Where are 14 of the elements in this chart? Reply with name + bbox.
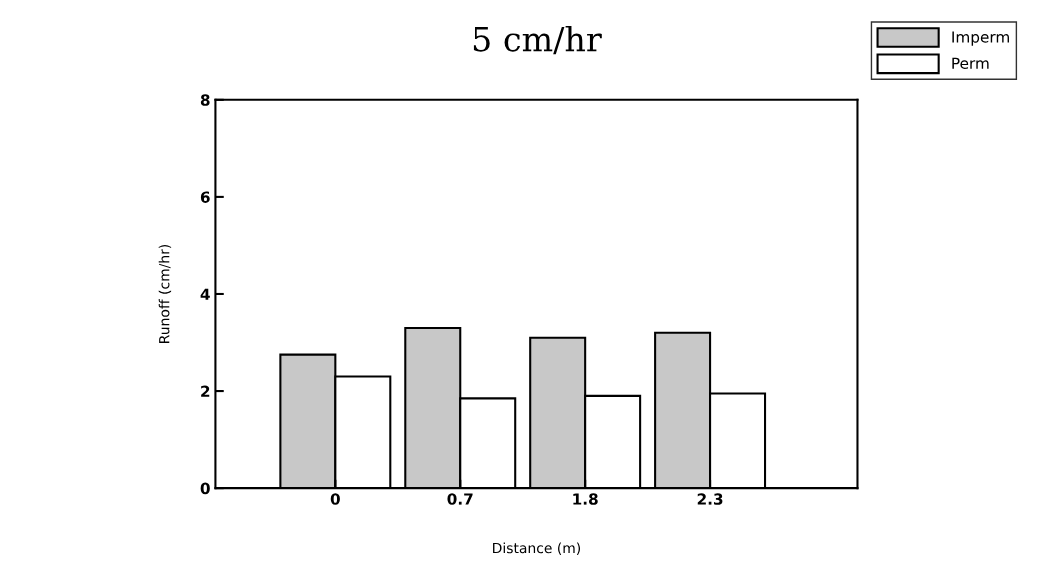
chart-title: 5 cm/hr (473, 25, 602, 55)
x-axis-title: Distance (m) (493, 542, 581, 555)
y-tick-label: 8 (200, 94, 210, 106)
x-tick-label: 0 (330, 493, 340, 505)
y-tick-label: 6 (200, 191, 210, 203)
y-tick-label: 4 (200, 288, 210, 300)
x-tick-label: 1.8 (573, 493, 598, 505)
y-tick-label: 0 (200, 482, 210, 495)
x-tick-label: 0.7 (447, 493, 473, 505)
y-tick-label: 2 (201, 385, 210, 397)
legend-label: Imperm (952, 31, 1009, 46)
legend-label: Perm (952, 57, 989, 70)
y-axis-title: Runoff (cm/hr) (158, 244, 172, 343)
x-tick-label: 2.3 (697, 493, 723, 505)
